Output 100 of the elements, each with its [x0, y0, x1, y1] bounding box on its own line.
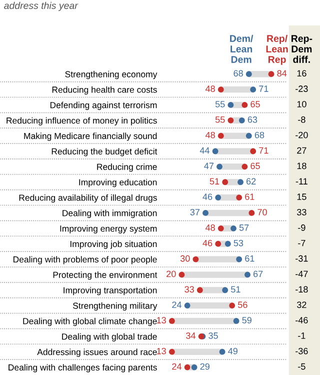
- data-label: 84: [277, 70, 287, 77]
- data-label: 56: [238, 302, 248, 308]
- point: [184, 302, 190, 309]
- point: [224, 240, 231, 247]
- data-label: 49: [228, 348, 238, 354]
- y-tick-label: Improving transportation: [64, 286, 157, 296]
- text: -11: [296, 178, 308, 184]
- point: [248, 210, 255, 216]
- point: [238, 179, 244, 186]
- data-label: 47: [204, 162, 214, 170]
- data-label: 61: [245, 255, 254, 262]
- text: 32: [297, 302, 306, 308]
- point: [191, 364, 198, 370]
- y-tick-label: Reducing crime: [97, 164, 157, 172]
- point: [184, 364, 190, 370]
- text: 27: [297, 147, 306, 154]
- point: [246, 71, 252, 78]
- data-label: 46: [202, 194, 212, 200]
- data-label: 59: [242, 317, 252, 324]
- data-label: 55: [215, 116, 225, 123]
- y-tick-label: Strengthening economy: [65, 70, 158, 80]
- data-label: 65: [250, 162, 260, 170]
- text: -46: [296, 317, 308, 324]
- point: [222, 287, 228, 294]
- data-label: 34: [186, 332, 196, 339]
- point: [244, 272, 250, 278]
- data-label: 65: [250, 100, 260, 108]
- data-label: 51: [231, 286, 240, 293]
- series-label: Rep/ Lean Rep: [266, 34, 288, 65]
- y-tick-label: Dealing with problems of poor people: [13, 256, 157, 264]
- point: [218, 132, 224, 139]
- y-tick-label: Reducing the budget deficit: [52, 148, 158, 156]
- point: [178, 272, 185, 278]
- y-tick-label: Improving energy system: [60, 225, 157, 234]
- y-tick-label: Dealing with immigration: [62, 210, 157, 218]
- data-label: 57: [239, 224, 249, 231]
- text: -20: [296, 132, 308, 138]
- data-label: 62: [246, 178, 256, 185]
- data-label: 48: [206, 224, 215, 231]
- data-label: 68: [254, 132, 264, 138]
- y-tick-label: Addressing issues around race: [37, 348, 157, 357]
- text: address this year: [4, 2, 78, 11]
- text: 18: [297, 162, 306, 170]
- text: -31: [296, 255, 308, 262]
- y-tick-label: Defending against terrorism: [50, 102, 157, 110]
- point: [218, 86, 224, 92]
- point: [215, 194, 222, 200]
- data-label: 13: [157, 317, 166, 324]
- data-label: 46: [202, 240, 212, 246]
- point: [250, 148, 256, 154]
- y-tick-label: Protecting the environment: [53, 272, 158, 280]
- y-tick-label: Strengthening military: [73, 302, 158, 311]
- text: -36: [296, 348, 308, 354]
- text: -5: [298, 363, 306, 370]
- point: [168, 318, 175, 324]
- text: 16: [297, 70, 306, 77]
- data-label: 37: [190, 209, 200, 216]
- point: [229, 302, 236, 309]
- point: [219, 348, 226, 355]
- data-label: 68: [234, 70, 243, 77]
- point: [196, 287, 203, 294]
- point: [218, 225, 224, 232]
- y-tick-label: Improving job situation: [70, 240, 157, 249]
- data-label: 70: [258, 209, 267, 216]
- point: [236, 194, 242, 200]
- data-label: 53: [234, 240, 244, 246]
- text: 33: [297, 209, 306, 216]
- data-label: 51: [210, 178, 220, 185]
- data-label: 71: [259, 86, 268, 92]
- data-label: 29: [200, 363, 210, 370]
- data-label: 35: [208, 332, 218, 339]
- point: [222, 179, 228, 186]
- y-tick-label: Dealing with challenges facing parents: [8, 364, 157, 372]
- data-label: 13: [157, 348, 166, 354]
- point: [168, 348, 175, 355]
- point: [212, 148, 218, 154]
- data-label: 20: [166, 270, 176, 278]
- data-label: 24: [172, 302, 182, 308]
- point: [216, 164, 222, 170]
- y-tick-label: Making Medicare financially sound: [24, 132, 157, 141]
- y-tick-label: Reducing influence of money in politics: [6, 117, 157, 126]
- point: [236, 256, 242, 262]
- point: [228, 117, 234, 124]
- text: -9: [298, 224, 306, 231]
- text: 10: [297, 100, 306, 108]
- point: [215, 240, 222, 247]
- point: [192, 256, 199, 262]
- point: [246, 132, 252, 139]
- point: [242, 164, 248, 170]
- point: [228, 102, 234, 108]
- point: [230, 225, 236, 232]
- series-label: Dem/ Lean Dem: [230, 34, 254, 63]
- y-tick-label: Reducing health care costs: [52, 86, 157, 95]
- point: [238, 117, 245, 124]
- data-label: 55: [215, 101, 225, 108]
- text: 15: [297, 194, 306, 200]
- point: [233, 318, 240, 324]
- point: [250, 86, 256, 92]
- text: -1: [298, 332, 306, 339]
- data-label: 71: [259, 147, 268, 154]
